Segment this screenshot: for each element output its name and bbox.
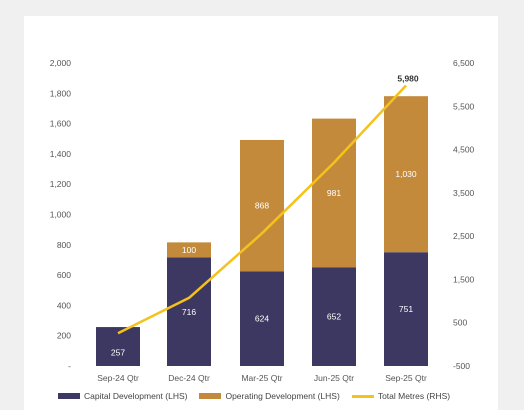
x-tick-label: Mar-25 Qtr	[241, 373, 282, 383]
line-total-metres	[117, 84, 407, 335]
legend-swatch-operating	[199, 393, 222, 399]
bar-operating-development	[312, 118, 356, 268]
bar-operating-development	[240, 139, 284, 272]
right-axis: -500 500 1,500 2,500 3,500 4,500 5,500 6,500	[453, 58, 475, 371]
label-capital: 257	[111, 348, 125, 358]
right-tick-label: 5,500	[453, 101, 475, 111]
bar-capital-development	[167, 257, 211, 366]
left-tick-label: -	[68, 361, 71, 371]
bar-operating-development	[167, 242, 211, 258]
label-capital: 652	[327, 312, 341, 322]
left-tick-label: 800	[57, 240, 71, 250]
right-tick-label: -500	[453, 361, 470, 371]
x-tick-label: Sep-24 Qtr	[97, 373, 139, 383]
legend-label-capital: Capital Development (LHS)	[84, 391, 188, 401]
bar-capital-development	[240, 271, 284, 366]
data-labels: 257 716 100 624 868 652 981 751 1,030 5,980	[111, 74, 419, 358]
right-tick-label: 500	[453, 318, 467, 328]
left-tick-label: 1,200	[50, 179, 72, 189]
right-tick-label: 3,500	[453, 188, 475, 198]
bar-capital-development	[312, 267, 356, 366]
left-tick-label: 600	[57, 270, 71, 280]
left-tick-label: 200	[57, 331, 71, 341]
bar-capital-development	[384, 252, 428, 366]
label-total-metres: 5,980	[397, 74, 419, 84]
label-operating: 1,030	[395, 169, 417, 179]
label-capital: 624	[255, 314, 269, 324]
left-axis: - 200 400 600 800 1,000 1,200 1,400 1,600 1,800 2,…	[50, 58, 72, 371]
label-capital: 751	[399, 304, 413, 314]
label-operating: 868	[255, 201, 269, 211]
right-tick-label: 6,500	[453, 58, 475, 68]
legend-item-total: Total Metres (RHS)	[351, 391, 451, 401]
x-tick-label: Jun-25 Qtr	[314, 373, 354, 383]
left-tick-label: 1,400	[50, 149, 72, 159]
legend-label-operating: Operating Development (LHS)	[225, 391, 340, 401]
x-tick-label: Sep-25 Qtr	[385, 373, 427, 383]
bars	[96, 96, 428, 366]
left-tick-label: 1,800	[50, 88, 72, 98]
legend-swatch-capital	[58, 393, 80, 399]
total-metres-line	[117, 84, 407, 335]
bar-capital-development	[96, 327, 140, 366]
right-tick-label: 4,500	[453, 145, 475, 155]
x-axis: Sep-24 Qtr Dec-24 Qtr Mar-25 Qtr Jun-25 Qtr…	[97, 373, 427, 383]
label-capital: 716	[182, 307, 196, 317]
legend-item-operating: Operating Development (LHS)	[199, 391, 340, 401]
left-tick-label: 2,000	[50, 58, 72, 68]
bar-operating-development	[384, 96, 428, 253]
x-tick-label: Dec-24 Qtr	[168, 373, 210, 383]
left-tick-label: 1,600	[50, 119, 72, 129]
right-tick-label: 1,500	[453, 274, 475, 284]
label-operating: 981	[327, 188, 341, 198]
legend: Capital Development (LHS) Operating Deve…	[58, 389, 498, 403]
legend-swatch-total	[351, 394, 374, 398]
left-tick-label: 400	[57, 300, 71, 310]
legend-item-capital: Capital Development (LHS)	[58, 391, 187, 401]
label-operating: 100	[182, 245, 196, 255]
left-tick-label: 1,000	[50, 210, 72, 220]
legend-label-total: Total Metres (RHS)	[377, 391, 451, 401]
right-tick-label: 2,500	[453, 231, 475, 241]
